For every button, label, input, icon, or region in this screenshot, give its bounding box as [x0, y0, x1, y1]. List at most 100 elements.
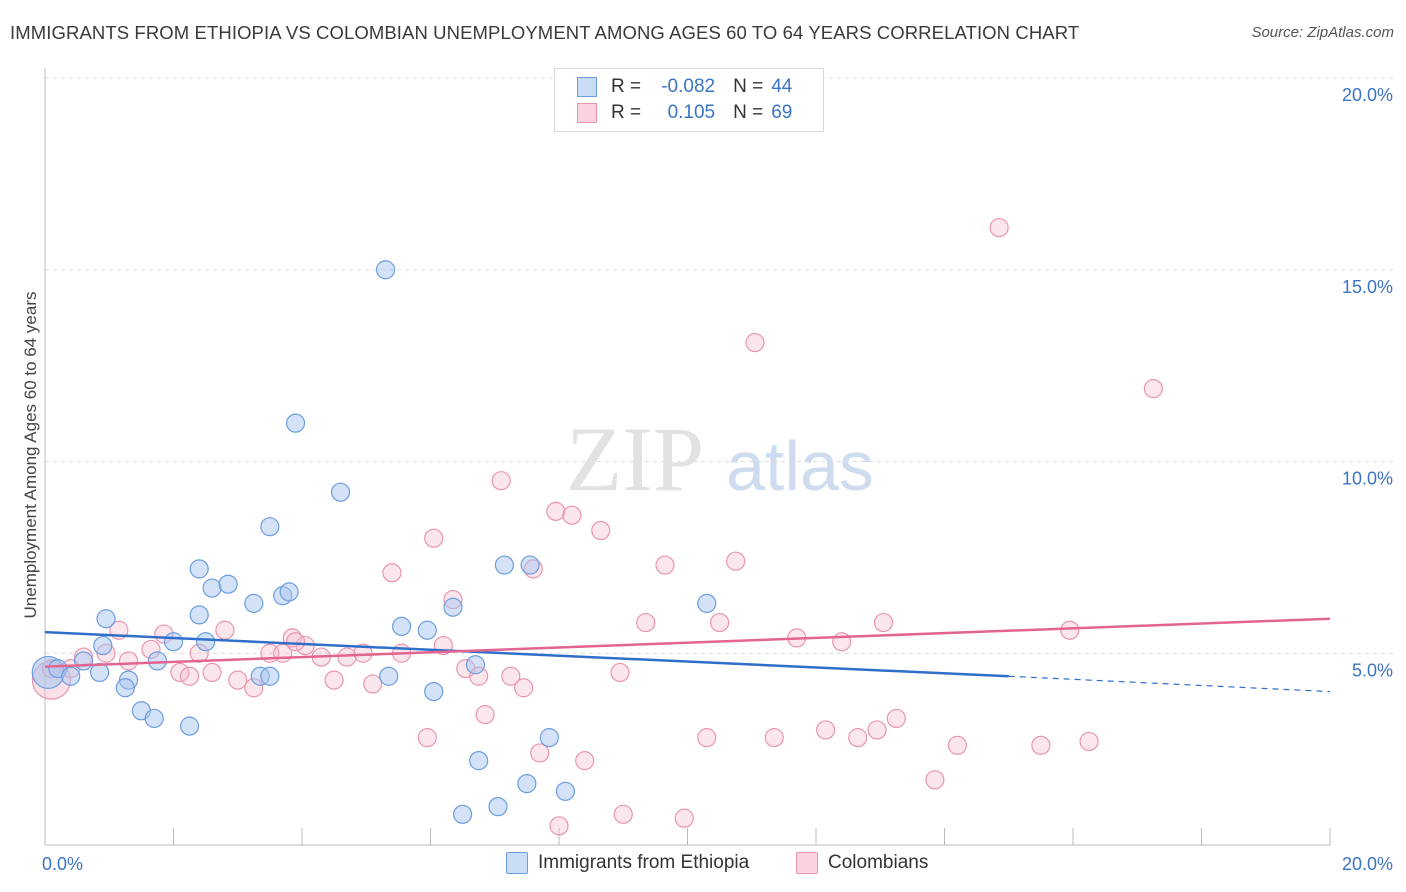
- legend-r-label: R =: [611, 102, 642, 123]
- colombians-point: [947, 735, 967, 755]
- ethiopia-point: [279, 582, 299, 602]
- ethiopia-point: [93, 635, 113, 656]
- chart-title: IMMIGRANTS FROM ETHIOPIA VS COLOMBIAN UN…: [10, 22, 1080, 43]
- trend-lines: [44, 617, 1331, 693]
- colombians-trend-line: [44, 617, 1331, 668]
- colombians-point: [424, 528, 444, 548]
- colombians-point: [475, 705, 495, 725]
- series-name-colombians: Colombians: [828, 852, 929, 873]
- colombians-point: [549, 816, 569, 836]
- ethiopia-point: [260, 666, 280, 686]
- ethiopia-point: [330, 482, 351, 502]
- x-tick-label: 0.0%: [42, 854, 83, 874]
- colombians-point: [514, 678, 534, 698]
- ethiopia-point: [90, 662, 110, 683]
- colombians-point: [886, 708, 906, 729]
- colombians-point: [764, 728, 784, 748]
- ethiopia-point: [189, 605, 209, 625]
- colombians-point: [989, 217, 1009, 238]
- ethiopia-point: [555, 781, 576, 801]
- ethiopia-point: [285, 413, 306, 433]
- colombians-point: [816, 720, 836, 740]
- colombians-point: [1079, 731, 1099, 752]
- colombians-point: [710, 612, 730, 633]
- colombians-point: [925, 770, 945, 790]
- colombians-point: [285, 632, 306, 652]
- legend-swatch-colombians: [577, 103, 597, 123]
- legend-row-ethiopia: R = -0.082 N = 44: [577, 75, 792, 99]
- ethiopia-point: [144, 708, 164, 729]
- colombians-point: [546, 501, 566, 521]
- colombians-point: [179, 666, 200, 686]
- series-legend: Immigrants from Ethiopia Colombians: [0, 852, 1406, 878]
- colombians-point: [118, 651, 139, 671]
- series-legend-ethiopia[interactable]: Immigrants from Ethiopia: [506, 852, 749, 874]
- x-tick-label: 20.0%: [1342, 854, 1393, 874]
- ethiopia-point: [391, 616, 412, 637]
- series-swatch-ethiopia: [506, 852, 528, 874]
- ethiopia-trend-line: [44, 630, 1009, 678]
- series-name-ethiopia: Immigrants from Ethiopia: [538, 852, 750, 873]
- ethiopia-point: [189, 559, 209, 579]
- colombians-point: [848, 728, 868, 748]
- ethiopia-points: [31, 260, 717, 824]
- ethiopia-point: [96, 609, 116, 629]
- legend-n-value: 44: [771, 76, 793, 97]
- ethiopia-point: [196, 632, 216, 652]
- y-tick-label: 10.0%: [1342, 469, 1393, 489]
- colombians-point: [867, 720, 887, 740]
- colombians-point: [726, 551, 746, 571]
- colombians-point: [417, 728, 437, 748]
- ethiopia-point: [469, 751, 489, 771]
- y-tick-label: 20.0%: [1342, 85, 1393, 105]
- ethiopia-point: [73, 651, 94, 671]
- colombians-point: [324, 670, 344, 690]
- colombians-point: [697, 728, 717, 748]
- legend-row-colombians: R = 0.105 N = 69: [577, 101, 792, 125]
- ethiopia-point: [697, 593, 717, 613]
- source-label: Source: ZipAtlas.com: [1251, 24, 1394, 41]
- colombians-point: [228, 670, 248, 690]
- colombians-point: [1031, 735, 1051, 755]
- watermark-zip: ZIP: [566, 408, 704, 510]
- watermark: ZIP atlas: [566, 408, 874, 510]
- colombians-point: [655, 555, 675, 575]
- ethiopia-point: [244, 593, 264, 613]
- ethiopia-point: [424, 681, 444, 702]
- legend-n-value: 69: [771, 102, 793, 123]
- ethiopia-point: [179, 716, 200, 736]
- ethiopia-point: [260, 517, 280, 537]
- ethiopia-point: [163, 632, 184, 652]
- legend-r-value: 0.105: [667, 102, 716, 123]
- legend-r-value: -0.082: [661, 76, 716, 97]
- ethiopia-point: [443, 597, 463, 617]
- ethiopia-point: [453, 804, 473, 824]
- ethiopia-point: [147, 651, 168, 671]
- ethiopia-point: [115, 678, 135, 698]
- colombians-point: [1143, 379, 1163, 399]
- colombians-point: [613, 804, 633, 824]
- colombians-point: [873, 612, 894, 633]
- ethiopia-point: [465, 655, 486, 675]
- colombians-point: [363, 674, 383, 694]
- colombians-point: [562, 505, 582, 525]
- series-legend-colombians[interactable]: Colombians: [796, 852, 928, 874]
- ethiopia-point: [488, 797, 508, 817]
- ethiopia-trend-extension: [1008, 675, 1331, 693]
- legend-n-label: N =: [733, 76, 764, 97]
- colombians-point: [491, 471, 511, 491]
- colombians-point: [501, 666, 521, 686]
- ethiopia-point: [218, 574, 238, 594]
- colombians-point: [215, 620, 235, 640]
- ethiopia-point: [517, 774, 537, 794]
- colombians-points: [31, 217, 1163, 836]
- colombians-point: [202, 662, 222, 683]
- colombians-point: [636, 612, 656, 633]
- ethiopia-point: [539, 728, 559, 748]
- colombians-point: [530, 743, 550, 763]
- series-swatch-colombians: [796, 852, 818, 874]
- colombians-point: [382, 563, 402, 583]
- legend-r-label: R =: [611, 76, 642, 97]
- ethiopia-point: [417, 620, 437, 640]
